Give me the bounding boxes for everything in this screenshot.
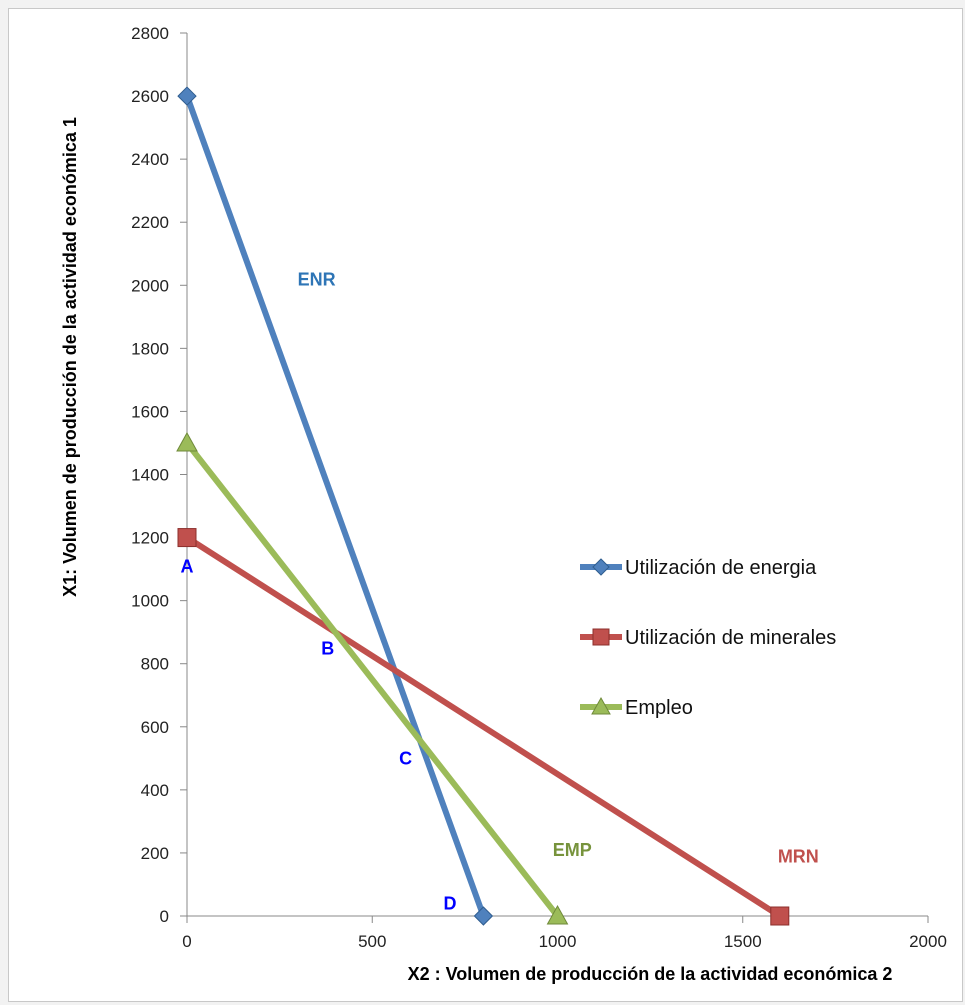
x-axis-title: X2 : Volumen de producción de la activid… — [408, 964, 893, 984]
annotation-label: C — [399, 749, 412, 769]
y-tick-label: 400 — [141, 781, 169, 800]
y-axis-title: X1: Volumen de producción de la activida… — [60, 117, 80, 597]
y-tick-label: 2400 — [131, 150, 169, 169]
chart-frame — [8, 8, 963, 1002]
series-2 — [176, 431, 569, 925]
y-tick-label: 2800 — [131, 24, 169, 43]
legend-swatch-marker — [592, 558, 610, 576]
series-line — [184, 439, 561, 919]
annotation-layer: ENR MRN EMP A B C D — [181, 269, 819, 913]
annotation-label: B — [321, 638, 334, 658]
legend-label: Utilización de energia — [625, 557, 817, 579]
x-tick-label: 2000 — [909, 932, 947, 951]
y-tick-label: 2200 — [131, 213, 169, 232]
y-tick-label: 200 — [141, 844, 169, 863]
y-tick-label: 1200 — [131, 529, 169, 548]
series-line — [184, 534, 783, 919]
annotation-label: D — [444, 894, 457, 914]
series-line — [184, 93, 487, 919]
x-tick-label: 500 — [358, 932, 386, 951]
x-tick-label: 0 — [182, 932, 191, 951]
series-layer — [176, 86, 790, 926]
y-tick-label: 2000 — [131, 276, 169, 295]
annotation-label: MRN — [778, 846, 819, 866]
y-tick-label: 1400 — [131, 466, 169, 485]
data-point — [176, 431, 198, 452]
data-point — [546, 904, 569, 925]
series-0 — [177, 86, 494, 926]
data-point — [177, 86, 197, 106]
series-1 — [177, 528, 790, 926]
y-tick-label: 1000 — [131, 592, 169, 611]
y-tick-label: 800 — [141, 655, 169, 674]
y-tick-label: 1800 — [131, 339, 169, 358]
axes: 0 200 400 600 800 1000 1200 1400 1600 1800 2000 220… — [131, 24, 947, 951]
data-point — [473, 906, 494, 926]
legend-swatch-marker — [591, 696, 611, 715]
y-tick-label: 2600 — [131, 87, 169, 106]
legend-item: Utilización de energia — [580, 557, 817, 579]
annotation-label: EMP — [553, 840, 592, 860]
annotation-label: ENR — [298, 269, 336, 289]
legend-swatch-marker — [592, 628, 610, 646]
y-tick-label: 0 — [160, 907, 169, 926]
data-point — [177, 528, 197, 548]
legend-label: Utilización de minerales — [625, 627, 836, 649]
y-tick-label: 600 — [141, 718, 169, 737]
x-tick-label: 1500 — [724, 932, 762, 951]
x-tick-label: 1000 — [539, 932, 577, 951]
annotation-label: A — [181, 556, 194, 576]
legend-item: Empleo — [580, 696, 693, 719]
legend: Utilización de energia Utilización de min… — [580, 557, 836, 719]
legend-label: Empleo — [625, 697, 693, 719]
y-tick-label: 1600 — [131, 402, 169, 421]
legend-item: Utilización de minerales — [580, 627, 836, 649]
data-point — [770, 906, 790, 926]
